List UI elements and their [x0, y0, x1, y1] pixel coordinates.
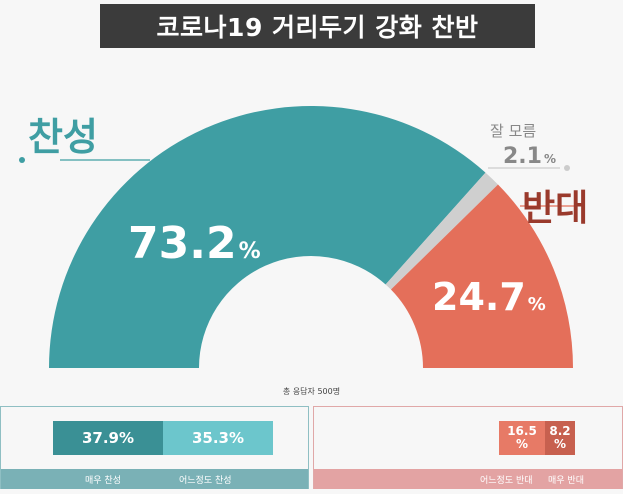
agree-label: 찬성: [28, 115, 98, 159]
disagree-label: 반대: [522, 188, 588, 229]
slice-disagree: [390, 184, 573, 368]
somewhat-agree-bar: 35.3%: [163, 421, 273, 455]
disagree-breakdown-panel: 16.5 % 8.2 % 어느정도 반대 매우 반대: [313, 406, 623, 489]
footnote: 총 응답자 500명: [282, 387, 341, 396]
unknown-value: 2.1%: [503, 144, 556, 169]
agree-breakdown-panel: 37.9% 35.3% 매우 찬성 어느정도 찬성: [0, 406, 309, 489]
unknown-connector-dot: [564, 165, 570, 171]
somewhat-disagree-label: 어느정도 반대: [480, 476, 533, 486]
agree-breakdown-labels: 매우 찬성 어느정도 찬성: [1, 469, 308, 489]
agree-value: 73.2%: [128, 218, 261, 269]
somewhat-disagree-bar: 16.5 %: [499, 421, 545, 455]
somewhat-disagree-value: 16.5: [507, 424, 537, 438]
slice-unknown: [385, 172, 498, 290]
slice-agree: [49, 105, 486, 368]
unknown-label: 잘 모름: [490, 122, 536, 140]
somewhat-disagree-unit: %: [515, 437, 529, 451]
very-disagree-unit: %: [553, 437, 567, 451]
chart-title: 코로나19 거리두기 강화 찬반: [100, 4, 535, 48]
disagree-breakdown-labels: 어느정도 반대 매우 반대: [314, 469, 622, 489]
very-agree-bar: 37.9%: [53, 421, 163, 455]
very-disagree-label: 매우 반대: [548, 476, 584, 486]
somewhat-agree-label: 어느정도 찬성: [179, 476, 232, 486]
very-disagree-value: 8.2: [549, 424, 571, 438]
very-disagree-bar: 8.2 %: [545, 421, 575, 455]
disagree-value: 24.7%: [432, 275, 546, 319]
very-agree-label: 매우 찬성: [85, 476, 121, 486]
agree-connector-dot: [19, 157, 25, 163]
